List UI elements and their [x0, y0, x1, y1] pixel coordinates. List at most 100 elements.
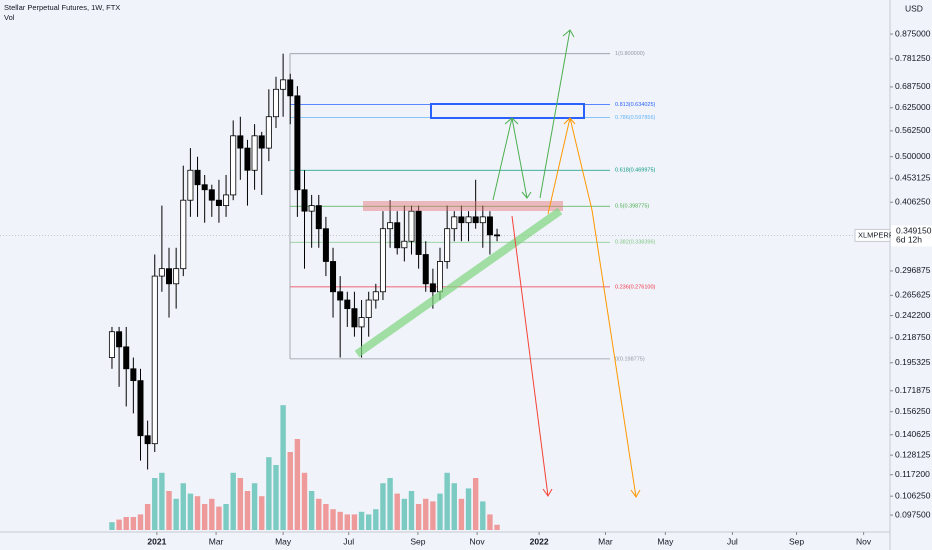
candle-body	[280, 79, 287, 90]
y-tick-label: 0.265625	[895, 290, 931, 300]
chart-title: Stellar Perpetual Futures, 1W, FTX	[4, 3, 120, 12]
volume-bar	[437, 493, 443, 530]
fib-label: 0.382(0.338396)	[615, 240, 656, 246]
candle-body	[458, 216, 465, 224]
candle-body	[379, 228, 386, 293]
volume-bar	[159, 472, 165, 530]
candle-body	[444, 228, 451, 262]
volume-bar	[330, 509, 336, 530]
candle-body	[358, 317, 365, 328]
volume-bar	[344, 514, 350, 530]
last-price: 0.349150	[896, 226, 932, 236]
volume-bar	[465, 488, 472, 530]
volume-bar	[166, 491, 172, 530]
candle-body	[415, 210, 422, 255]
volume-bar	[408, 491, 415, 530]
candle-body	[308, 205, 315, 212]
volume-bar	[444, 472, 450, 530]
y-tick-label: 0.156250	[895, 406, 931, 416]
y-tick-label: 0.453125	[895, 173, 931, 183]
arrow-head	[521, 191, 532, 199]
volume-bar	[273, 465, 279, 530]
candle-body	[472, 216, 479, 224]
y-tick-label: 0.781250	[895, 53, 931, 63]
x-tick-label: Mar	[598, 536, 613, 546]
fib-label: 1(0.800000)	[615, 51, 645, 57]
y-tick-label: 0.106250	[895, 490, 931, 500]
candle-body	[215, 199, 222, 207]
x-tick-label: 2021	[147, 536, 166, 546]
trend-line	[354, 207, 563, 358]
volume-bar	[237, 478, 244, 530]
candle-body	[294, 95, 301, 191]
currency: USD	[905, 3, 923, 13]
volume-bar	[152, 478, 158, 530]
candle-body	[408, 210, 415, 242]
candle-body	[201, 184, 208, 191]
candle-body	[180, 199, 187, 270]
candle-body	[151, 275, 158, 445]
annotations	[354, 29, 641, 498]
volume-bar	[130, 517, 137, 530]
y-tick-label: 0.117200	[895, 469, 930, 479]
x-tick-label: 2022	[530, 536, 549, 546]
x-tick-label: Sep	[789, 536, 804, 546]
volume-bar	[266, 457, 272, 530]
volume-bar	[294, 439, 301, 530]
y-tick-label: 0.097500	[895, 509, 931, 519]
target-box	[430, 103, 585, 119]
red-arrow	[511, 215, 549, 497]
volume-bar	[472, 478, 479, 530]
y-tick-label: 0.171875	[895, 385, 931, 395]
volume-bar	[216, 506, 222, 530]
volume-bar	[201, 504, 208, 530]
y-tick-label: 0.500000	[895, 151, 931, 161]
volume-bar	[123, 517, 129, 530]
x-tick-label: Nov	[856, 536, 872, 546]
candle-body	[123, 346, 130, 370]
candle-body	[251, 135, 258, 171]
volume-bar	[180, 483, 186, 530]
y-tick-label: 0.128125	[895, 449, 931, 459]
candle-body	[387, 222, 394, 230]
volume-bar	[458, 498, 465, 530]
candle-body	[422, 254, 429, 285]
symbol-tag	[854, 228, 891, 242]
candle-body	[116, 331, 123, 348]
candle-body	[194, 169, 201, 186]
fib-label: 0.813(0.634025)	[615, 102, 656, 108]
volume-bar	[487, 514, 493, 530]
arrow-head	[504, 117, 519, 125]
volume-bar	[194, 496, 201, 530]
candle-body	[237, 135, 244, 149]
volume-bar	[365, 514, 372, 530]
volume-bar	[116, 519, 122, 530]
y-tick-label: 0.625000	[895, 102, 931, 112]
x-tick-label: Jul	[343, 536, 354, 546]
volume-bar	[144, 504, 151, 530]
volume-bar	[430, 501, 436, 530]
countdown: 6d 12h	[896, 235, 922, 245]
y-tick-label: 0.687500	[895, 81, 931, 91]
y-tick-label: 0.406250	[895, 196, 931, 206]
resistance-zone	[363, 201, 563, 211]
arrow-head	[563, 117, 576, 125]
candle-body	[315, 205, 322, 230]
volume-bar	[358, 511, 365, 530]
fib-label: 0(0.198775)	[615, 356, 645, 362]
y-tick-label: 0.242200	[895, 310, 931, 320]
candle-body	[173, 268, 180, 285]
arrow-head	[630, 489, 641, 498]
green-arrow	[539, 29, 571, 199]
volume-bar	[401, 498, 408, 530]
y-tick-label: 0.195325	[895, 357, 931, 367]
y-tick-label: 0.875000	[895, 28, 931, 38]
x-tick-label: Jul	[727, 536, 738, 546]
volume-bar	[109, 522, 115, 530]
candle-body	[187, 169, 194, 201]
volume-bar	[251, 483, 258, 530]
volume-label: Vol	[4, 13, 15, 22]
volume-bar	[308, 491, 315, 530]
candle-body	[223, 194, 230, 207]
